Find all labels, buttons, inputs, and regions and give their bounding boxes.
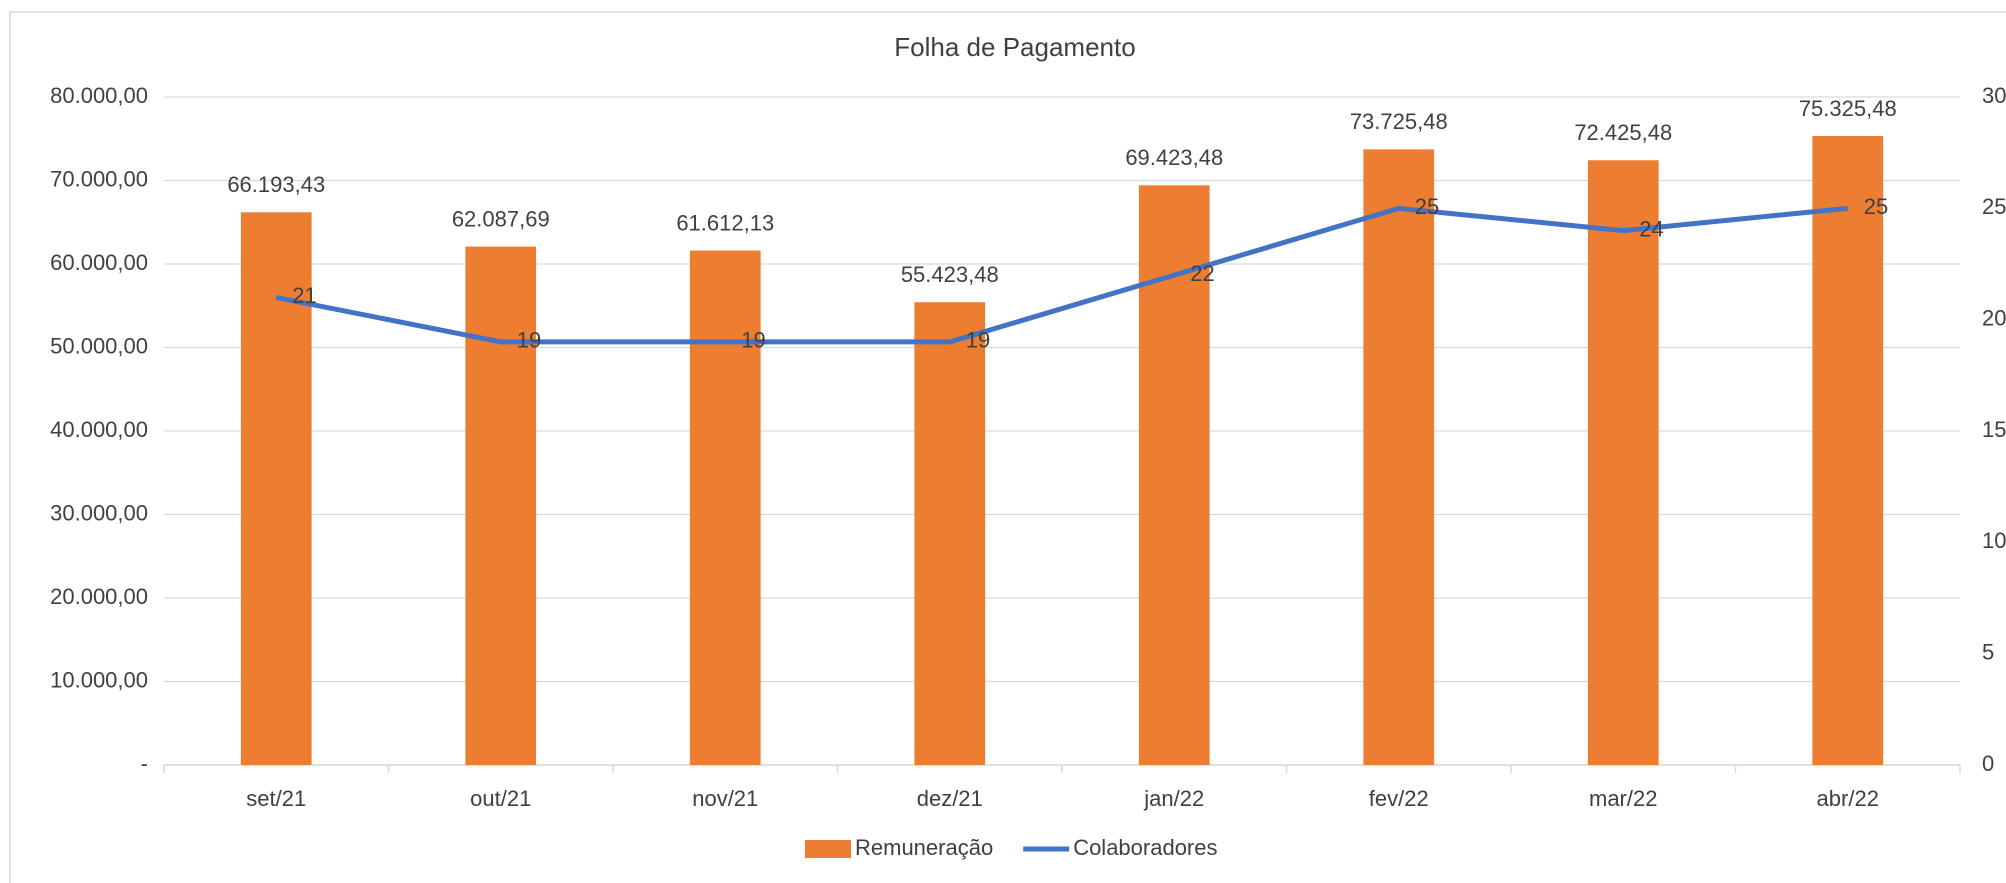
x-tick-label: jan/22	[1143, 786, 1204, 811]
bar	[1363, 149, 1435, 766]
bar-value-label: 55.423,48	[901, 262, 999, 287]
chart-title: Folha de Pagamento	[894, 32, 1135, 62]
bar	[689, 250, 761, 766]
bar	[1812, 136, 1884, 766]
bar-value-label: 69.423,48	[1125, 145, 1223, 170]
line-value-label: 25	[1864, 194, 1888, 219]
bar-value-label: 75.325,48	[1799, 96, 1897, 121]
bar-value-label: 61.612,13	[676, 210, 774, 235]
chart-frame	[9, 11, 2006, 883]
x-tick-label: mar/22	[1589, 786, 1657, 811]
y-tick-label: 20.000,00	[50, 584, 148, 609]
y2-tick-label: 25	[1982, 194, 2006, 219]
line	[275, 205, 1848, 345]
y2-tick-label: 5	[1982, 639, 1994, 664]
bar	[914, 302, 986, 765]
x-tick-label: out/21	[470, 786, 531, 811]
y2-tick-label: 0	[1982, 751, 1994, 776]
bar-value-label: 72.425,48	[1574, 120, 1672, 145]
x-tick-label: nov/21	[692, 786, 758, 811]
y2-tick-label: 30	[1982, 83, 2006, 108]
y-tick-label: 70.000,00	[50, 166, 148, 191]
line-value-label: 22	[1190, 261, 1214, 286]
x-tick-label: abr/22	[1817, 786, 1879, 811]
y2-tick-label: 15	[1982, 417, 2006, 442]
bar-value-label: 66.193,43	[227, 172, 325, 197]
line-value-label: 19	[741, 328, 765, 353]
legend-swatch	[805, 840, 851, 858]
line-value-label: 24	[1639, 216, 1663, 241]
bar	[465, 246, 537, 765]
line-value-label: 19	[517, 328, 541, 353]
bar-value-label: 62.087,69	[452, 206, 550, 231]
y-tick-label: 30.000,00	[50, 500, 148, 525]
y-tick-label: 40.000,00	[50, 417, 148, 442]
bar	[1587, 160, 1659, 765]
y-tick-label: 60.000,00	[50, 250, 148, 275]
y-tick-label: 10.000,00	[50, 667, 148, 692]
legend-label: Colaboradores	[1073, 835, 1217, 860]
y-tick-label: 80.000,00	[50, 83, 148, 108]
x-tick-label: dez/21	[917, 786, 983, 811]
y-tick-label: -	[141, 751, 148, 776]
line-value-label: 21	[292, 283, 316, 308]
y-tick-label: 50.000,00	[50, 333, 148, 358]
legend-label: Remuneração	[855, 835, 993, 860]
x-tick-label: set/21	[246, 786, 306, 811]
bar-value-label: 73.725,48	[1350, 109, 1448, 134]
x-tick-label: fev/22	[1369, 786, 1429, 811]
line-value-label: 25	[1415, 194, 1439, 219]
y2-tick-label: 10	[1982, 528, 2006, 553]
y2-tick-label: 20	[1982, 305, 2006, 330]
line-value-label: 19	[966, 328, 990, 353]
